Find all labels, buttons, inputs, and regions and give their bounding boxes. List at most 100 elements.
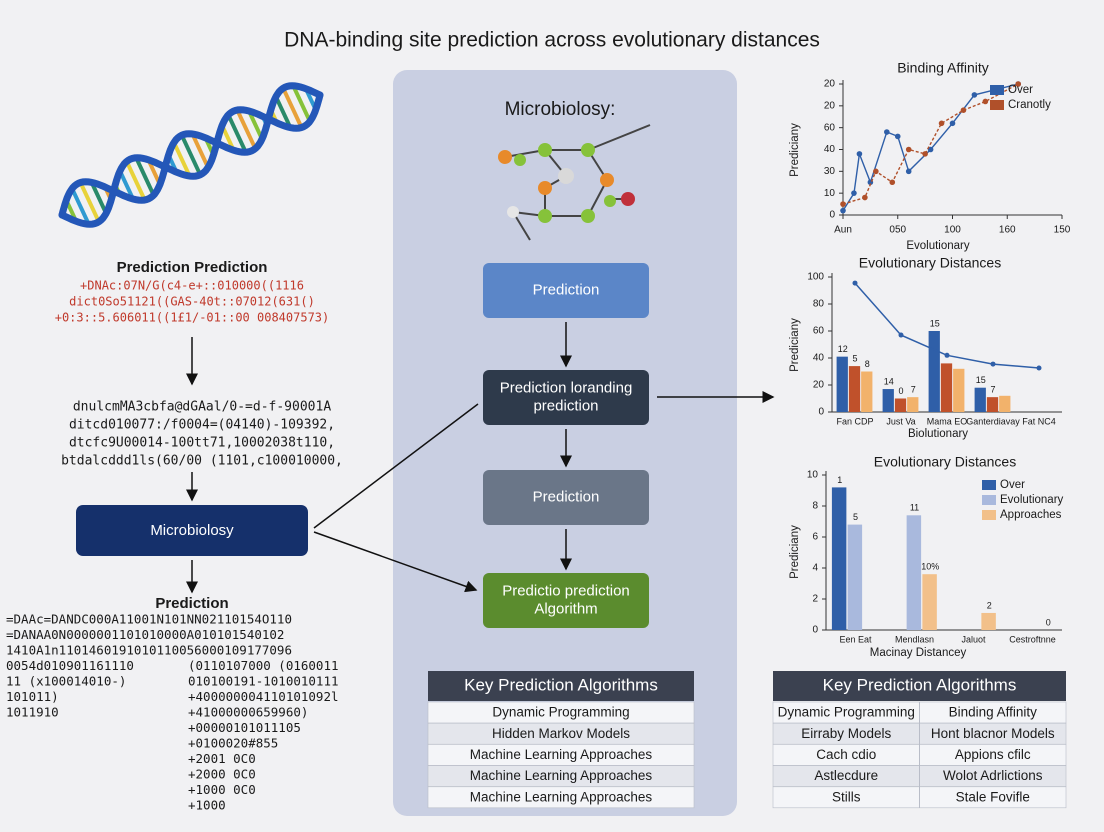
data-point	[873, 168, 879, 175]
bar	[928, 331, 940, 412]
binary-line: 0054d010901161110	[6, 658, 134, 673]
molecule	[498, 124, 651, 241]
x-tick-label: Fan CDP	[836, 416, 873, 426]
bar	[906, 515, 922, 630]
bar-note: 1	[837, 475, 842, 485]
table-cell: Cach cdio	[816, 747, 876, 762]
code-line: ditcd010077:/f0004=(04140)-109392,	[69, 418, 335, 433]
table-cell: Machine Learning Approaches	[470, 768, 653, 783]
helix-rung	[78, 181, 101, 223]
x-tick-label: Fat NC4	[1022, 416, 1056, 426]
table-header	[428, 671, 694, 701]
x-tick-label: Just Va	[886, 416, 915, 426]
y-tick-label: 20	[824, 100, 836, 111]
bar-note: 11	[910, 503, 919, 513]
legend-label: Approaches	[1000, 509, 1062, 521]
binary-line: =DANAA0N0000001101010000A010101540102	[6, 627, 284, 642]
data-point	[894, 133, 901, 140]
bar	[922, 574, 937, 630]
data-point	[889, 179, 896, 186]
connector	[313, 403, 479, 529]
legend-swatch	[990, 85, 1004, 95]
x-axis-label: Biolutionary	[908, 428, 968, 440]
table-cell: Appions cfilc	[955, 747, 1031, 762]
binary-line: 11 (x100014010-)	[6, 674, 126, 689]
process-box-label: Prediction	[533, 281, 600, 298]
x-tick-label: Aun	[834, 225, 852, 236]
data-point	[852, 280, 858, 286]
table-cell: Dynamic Programming	[778, 705, 915, 720]
binary-line: +400000004110101092l	[188, 689, 339, 704]
y-tick-label: 0	[829, 210, 835, 221]
process-box-label: Predictio prediction	[502, 582, 630, 599]
data-point	[944, 352, 950, 358]
helix-rung	[247, 110, 264, 140]
binary-line: (0110107000 (0160011	[188, 658, 339, 673]
bar	[836, 356, 848, 412]
data-point	[905, 168, 912, 175]
left-heading: Prediction Prediction	[117, 259, 268, 276]
bar	[974, 387, 986, 412]
connector	[313, 531, 478, 593]
helix-rung	[70, 187, 91, 226]
data-point	[884, 129, 890, 135]
x-axis-label: Evolutionary	[906, 240, 970, 252]
table-header-label: Key Prediction Algorithms	[823, 675, 1017, 694]
binary-line: 1011910	[6, 705, 59, 720]
process-box	[483, 470, 649, 525]
table-cell: Dynamic Programming	[492, 705, 629, 720]
y-tick-label: 20	[824, 79, 836, 90]
dna-helix	[58, 82, 324, 228]
bar	[981, 612, 996, 630]
helix-rung	[281, 87, 304, 129]
x-tick-label: Mendlasn	[895, 634, 934, 644]
process-box-label: Algorithm	[534, 600, 597, 617]
data-point	[856, 151, 863, 157]
helix-rung	[134, 156, 156, 196]
bar	[999, 395, 1011, 412]
bar-note: 7	[911, 385, 916, 395]
chart-title: Evolutionary Distances	[859, 255, 1001, 271]
bar	[848, 366, 861, 412]
binary-line: =DAAc=DANDC000A11001N101NN02110154O110	[6, 612, 292, 627]
code-line: dict0So51121((GAS-40t::07012(631()	[69, 295, 315, 309]
helix-strand	[58, 91, 324, 228]
table-cell: Stale Fovifle	[956, 789, 1030, 804]
y-tick-label: 100	[807, 272, 824, 283]
legend-swatch	[982, 510, 996, 520]
bar-note: 12	[838, 344, 848, 354]
y-tick-label: 10	[807, 470, 819, 481]
bar	[831, 487, 847, 630]
helix-rung	[172, 141, 192, 177]
x-tick-label: Mama EO	[927, 416, 968, 426]
binary-line: +0100020#855	[188, 736, 278, 751]
binary-line: 010100191-1010010111	[188, 674, 339, 689]
y-axis-label: Prediciany	[789, 318, 801, 372]
data-point	[927, 146, 934, 153]
legend-swatch	[990, 100, 1004, 110]
binary-line: +41000000659960)	[188, 705, 308, 720]
binary-line: +1000	[188, 798, 226, 813]
bar-note: 15	[976, 375, 986, 385]
bar	[953, 368, 965, 412]
chart-title: Binding Affinity	[897, 60, 989, 76]
bar-note: 10%	[921, 562, 939, 572]
y-tick-label: 10	[824, 188, 836, 199]
x-tick-label: 150	[1054, 225, 1071, 236]
y-tick-label: 6	[812, 532, 818, 543]
line-series	[842, 83, 1019, 205]
chart-title: Evolutionary Distances	[874, 454, 1016, 470]
bar-note: 0	[1046, 617, 1051, 627]
data-point	[949, 120, 956, 127]
data-point	[982, 98, 989, 105]
data-point	[1036, 365, 1042, 371]
bar-note: 0	[898, 386, 903, 396]
binary-line: +2000 0C0	[188, 767, 256, 782]
process-box	[483, 263, 649, 318]
y-tick-label: 40	[813, 353, 825, 364]
code-line: dtcfc9U00014-100tt71,10002038t110,	[69, 436, 335, 451]
y-tick-label: 60	[824, 122, 836, 133]
table-row	[427, 786, 695, 809]
y-axis-label: Prediciany	[789, 525, 801, 579]
